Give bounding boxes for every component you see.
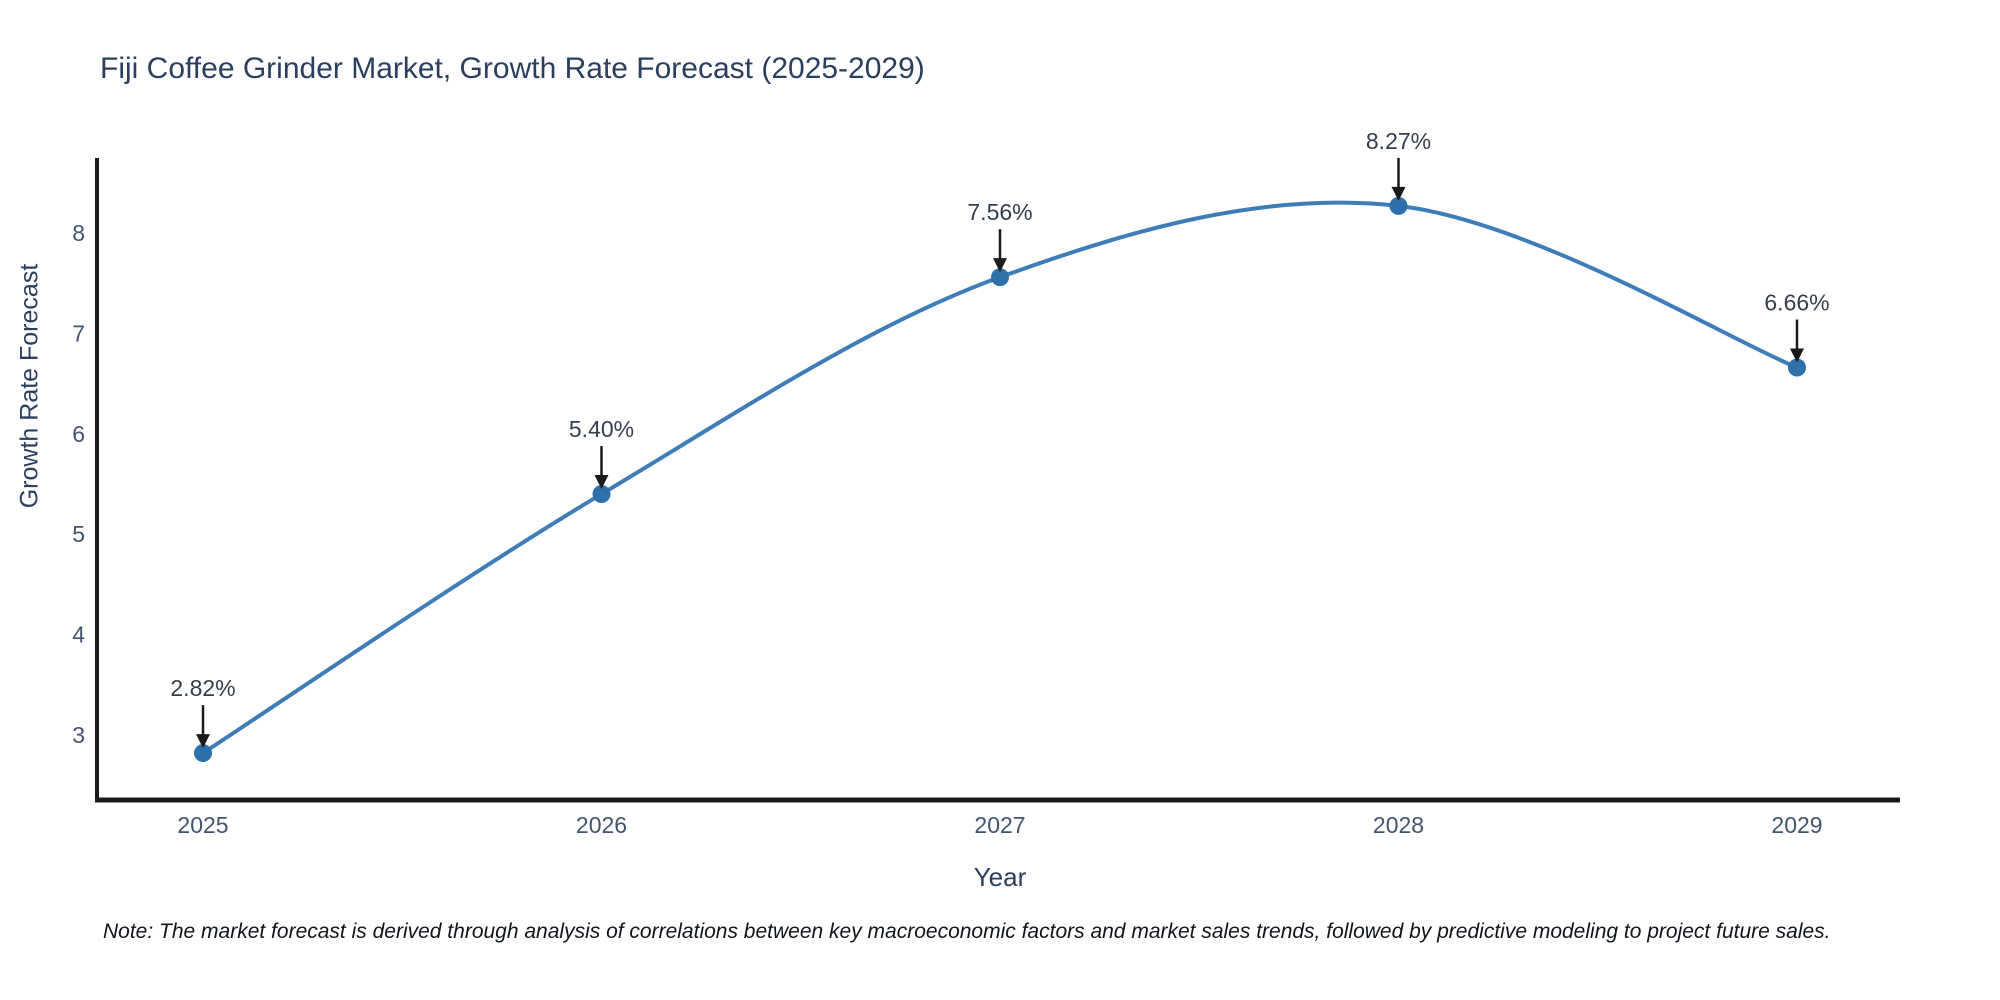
annotation-arrowhead-icon — [594, 475, 609, 490]
y-tick-label: 5 — [72, 521, 85, 547]
x-axis-title: Year — [973, 862, 1027, 892]
x-tick-label: 2025 — [177, 812, 228, 838]
data-point-2027[interactable] — [991, 268, 1009, 287]
data-point-2025[interactable] — [194, 744, 212, 763]
x-tick-label: 2029 — [1771, 812, 1822, 838]
data-point-2026[interactable] — [592, 485, 611, 504]
annotation-arrowhead-icon — [1391, 186, 1406, 201]
x-tick-label: 2027 — [974, 812, 1025, 838]
chart-title: Fiji Coffee Grinder Market, Growth Rate … — [100, 52, 925, 85]
y-tick-label: 3 — [72, 722, 85, 748]
annotation-arrowhead-icon — [196, 734, 210, 749]
point-label: 2.82% — [170, 675, 235, 701]
point-label: 6.66% — [1764, 290, 1829, 316]
y-tick-label: 4 — [72, 622, 85, 648]
y-tick-label: 6 — [72, 421, 85, 447]
data-point-2029[interactable] — [1788, 358, 1806, 377]
footnote: Note: The market forecast is derived thr… — [103, 920, 1831, 943]
annotation-arrowhead-icon — [1790, 348, 1804, 363]
point-label: 7.56% — [967, 199, 1032, 225]
data-point-2028[interactable] — [1389, 196, 1408, 215]
point-label: 8.27% — [1366, 128, 1431, 154]
x-tick-label: 2028 — [1373, 812, 1424, 838]
annotation-arrowhead-icon — [993, 258, 1007, 273]
y-axis-title: Growth Rate Forecast — [15, 263, 44, 509]
point-label: 5.40% — [569, 416, 634, 442]
y-tick-label: 7 — [72, 320, 85, 346]
x-tick-label: 2026 — [576, 812, 627, 838]
y-tick-label: 8 — [72, 220, 85, 246]
